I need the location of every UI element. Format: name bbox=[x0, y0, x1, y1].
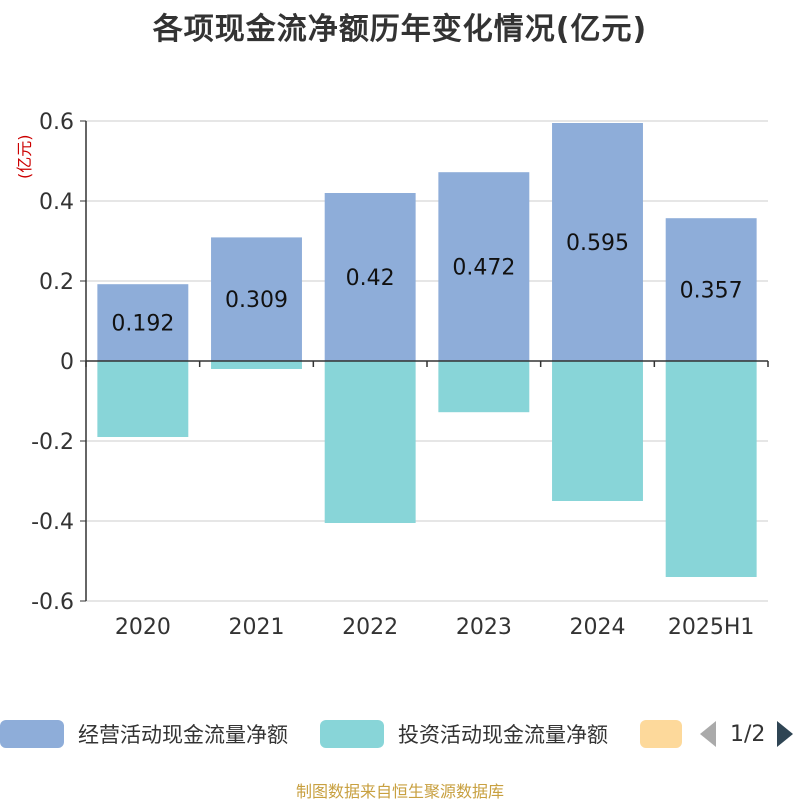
x-tick-label: 2022 bbox=[342, 615, 398, 640]
data-labels: 0.192 0.309 0.42 0.472 0.595 0.357 bbox=[111, 231, 742, 337]
bar-chart: 0.60.40.20-0.2-0.4-0.6 2020 2021 2022 2023 2… bbox=[31, 110, 769, 640]
legend-swatch-operating bbox=[0, 720, 64, 748]
x-tick-label: 2025H1 bbox=[668, 615, 755, 640]
pager-next-icon[interactable] bbox=[777, 721, 794, 747]
y-tick-label: 0.6 bbox=[39, 110, 74, 135]
data-label-operating: 0.472 bbox=[452, 256, 515, 281]
legend: 经营活动现金流量净额 投资活动现金流量净额 1/2 bbox=[0, 716, 800, 752]
bar-investing bbox=[438, 361, 530, 413]
legend-label-operating: 经营活动现金流量净额 bbox=[78, 723, 288, 747]
legend-item-investing[interactable]: 投资活动现金流量净额 bbox=[320, 716, 608, 752]
bar-operating bbox=[211, 237, 302, 361]
legend-item-third[interactable] bbox=[640, 716, 696, 752]
bar-operating bbox=[438, 172, 530, 361]
data-label-operating: 0.357 bbox=[680, 279, 743, 304]
y-tick-labels: 0.6 0.4 0.2 0 -0.2 -0.4 -0.6 bbox=[31, 110, 74, 615]
bar-operating bbox=[97, 284, 189, 361]
bar-series bbox=[97, 123, 757, 577]
x-tick-label: 2023 bbox=[456, 615, 512, 640]
data-source-note: 制图数据来自恒生聚源数据库 bbox=[295, 782, 504, 801]
bar-operating bbox=[324, 193, 416, 361]
pager-indicator: 1/2 bbox=[730, 721, 766, 747]
data-label-operating: 0.42 bbox=[346, 266, 395, 291]
chart-title: 各项现金流净额历年变化情况(亿元) bbox=[152, 12, 648, 47]
x-tick-label: 2024 bbox=[570, 615, 626, 640]
axes bbox=[85, 121, 769, 601]
data-label-operating: 0.595 bbox=[566, 231, 629, 256]
x-tick-label: 2020 bbox=[115, 615, 171, 640]
y-tick-label: -0.6 bbox=[31, 590, 74, 615]
legend-item-operating[interactable]: 经营活动现金流量净额 bbox=[0, 716, 288, 752]
data-label-operating: 0.192 bbox=[111, 312, 174, 337]
x-tick-label: 2021 bbox=[229, 615, 285, 640]
y-tick-label: -0.4 bbox=[31, 510, 74, 535]
pager-prev-icon[interactable] bbox=[700, 721, 716, 747]
bar-operating bbox=[552, 123, 643, 361]
bar-investing bbox=[211, 361, 302, 369]
y-tick-label: -0.2 bbox=[31, 430, 74, 455]
grid-lines bbox=[80, 120, 768, 602]
legend-swatch-investing bbox=[320, 720, 384, 748]
bar-investing bbox=[324, 361, 416, 523]
bar-investing bbox=[665, 361, 757, 577]
y-tick-label: 0 bbox=[60, 350, 74, 375]
bar-investing bbox=[97, 361, 189, 437]
y-tick-label: 0.4 bbox=[39, 190, 74, 215]
bar-investing bbox=[552, 361, 643, 501]
data-label-operating: 0.309 bbox=[225, 288, 288, 313]
y-tick-label: 0.2 bbox=[39, 270, 74, 295]
legend-swatch-third bbox=[640, 720, 682, 748]
x-tick-labels: 2020 2021 2022 2023 2024 2025H1 bbox=[115, 615, 755, 640]
bar-operating bbox=[665, 218, 757, 361]
legend-pager: 1/2 bbox=[700, 718, 794, 750]
legend-label-investing: 投资活动现金流量净额 bbox=[398, 723, 608, 747]
